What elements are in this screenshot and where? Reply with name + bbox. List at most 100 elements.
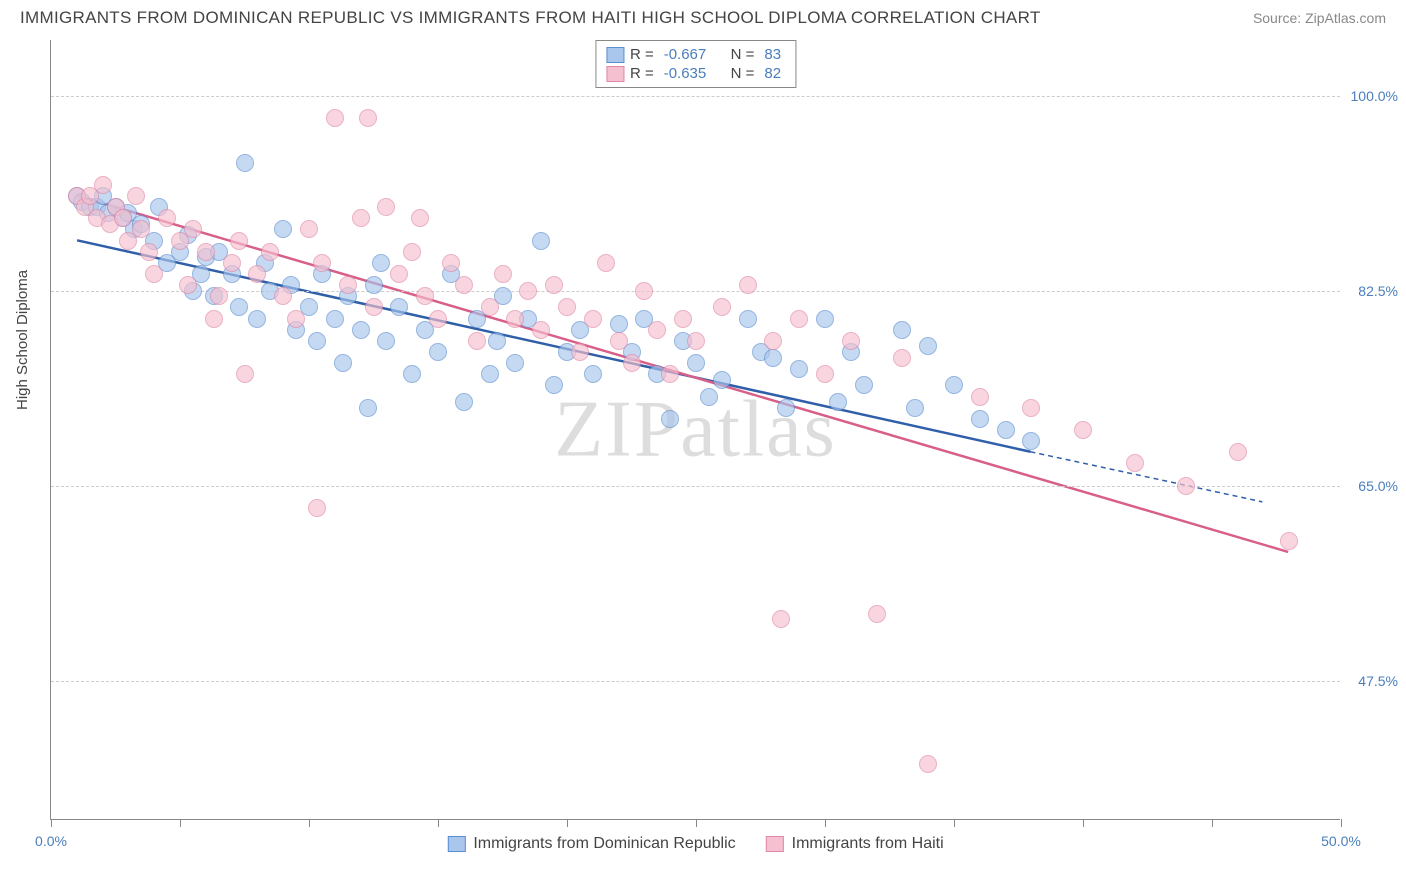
data-point (236, 154, 254, 172)
data-point (661, 365, 679, 383)
data-point (334, 354, 352, 372)
y-tick-label: 82.5% (1358, 283, 1398, 299)
data-point (571, 343, 589, 361)
correlation-legend: R = -0.667 N = 83R =-0.635 N =82 (595, 40, 796, 88)
data-point (261, 243, 279, 261)
data-point (623, 354, 641, 372)
data-point (610, 315, 628, 333)
data-point (308, 499, 326, 517)
data-point (197, 243, 215, 261)
x-tick-label: 50.0% (1321, 833, 1361, 849)
chart-plot-area: ZIPatlas R =-0.667 N =83R =-0.635 N =82 … (50, 40, 1340, 820)
x-tick (51, 819, 52, 827)
data-point (494, 265, 512, 283)
data-point (313, 254, 331, 272)
x-tick (825, 819, 826, 827)
data-point (790, 360, 808, 378)
data-point (1022, 399, 1040, 417)
data-point (1280, 532, 1298, 550)
x-tick (180, 819, 181, 827)
data-point (481, 365, 499, 383)
data-point (829, 393, 847, 411)
data-point (919, 755, 937, 773)
y-axis-label: High School Diploma (14, 270, 31, 410)
y-tick-label: 65.0% (1358, 478, 1398, 494)
data-point (687, 354, 705, 372)
data-point (127, 187, 145, 205)
x-tick (1212, 819, 1213, 827)
data-point (442, 254, 460, 272)
gridline (51, 681, 1340, 682)
data-point (661, 410, 679, 428)
data-point (416, 287, 434, 305)
r-label: R = (630, 65, 654, 82)
data-point (584, 365, 602, 383)
data-point (377, 198, 395, 216)
data-point (739, 310, 757, 328)
x-tick (954, 819, 955, 827)
n-value: 82 (764, 65, 781, 82)
x-tick (438, 819, 439, 827)
r-value: -0.667 (664, 46, 707, 63)
data-point (997, 421, 1015, 439)
data-point (481, 298, 499, 316)
data-point (777, 399, 795, 417)
data-point (403, 365, 421, 383)
watermark: ZIPatlas (554, 384, 837, 475)
data-point (352, 321, 370, 339)
n-value: 83 (764, 46, 781, 63)
legend-swatch (447, 836, 465, 852)
r-label: R = (630, 46, 654, 63)
data-point (210, 287, 228, 305)
legend-swatch (606, 66, 624, 82)
data-point (687, 332, 705, 350)
data-point (1022, 432, 1040, 450)
data-point (764, 349, 782, 367)
legend-series-item: Immigrants from Dominican Republic (447, 835, 735, 853)
data-point (713, 298, 731, 316)
data-point (365, 298, 383, 316)
data-point (300, 220, 318, 238)
n-label: N = (731, 46, 755, 63)
legend-series-label: Immigrants from Dominican Republic (473, 835, 735, 853)
data-point (893, 321, 911, 339)
data-point (545, 276, 563, 294)
data-point (223, 254, 241, 272)
data-point (140, 243, 158, 261)
data-point (326, 109, 344, 127)
legend-series-item: Immigrants from Haiti (766, 835, 944, 853)
data-point (816, 365, 834, 383)
data-point (1229, 443, 1247, 461)
data-point (597, 254, 615, 272)
data-point (468, 332, 486, 350)
x-tick-label: 0.0% (35, 833, 67, 849)
data-point (842, 332, 860, 350)
data-point (158, 209, 176, 227)
source-label: Source: ZipAtlas.com (1253, 10, 1386, 26)
data-point (739, 276, 757, 294)
data-point (519, 282, 537, 300)
legend-row: R =-0.635 N =82 (606, 64, 785, 83)
data-point (372, 254, 390, 272)
data-point (584, 310, 602, 328)
data-point (94, 176, 112, 194)
series-legend: Immigrants from Dominican Republic Immigr… (447, 835, 943, 853)
data-point (236, 365, 254, 383)
y-tick-label: 100.0% (1351, 88, 1398, 104)
data-point (1177, 477, 1195, 495)
data-point (390, 298, 408, 316)
data-point (359, 109, 377, 127)
x-tick (309, 819, 310, 827)
data-point (648, 321, 666, 339)
data-point (455, 276, 473, 294)
data-point (205, 310, 223, 328)
data-point (764, 332, 782, 350)
data-point (532, 232, 550, 250)
data-point (700, 388, 718, 406)
data-point (429, 343, 447, 361)
data-point (230, 232, 248, 250)
data-point (248, 310, 266, 328)
data-point (971, 410, 989, 428)
gridline (51, 291, 1340, 292)
data-point (274, 287, 292, 305)
